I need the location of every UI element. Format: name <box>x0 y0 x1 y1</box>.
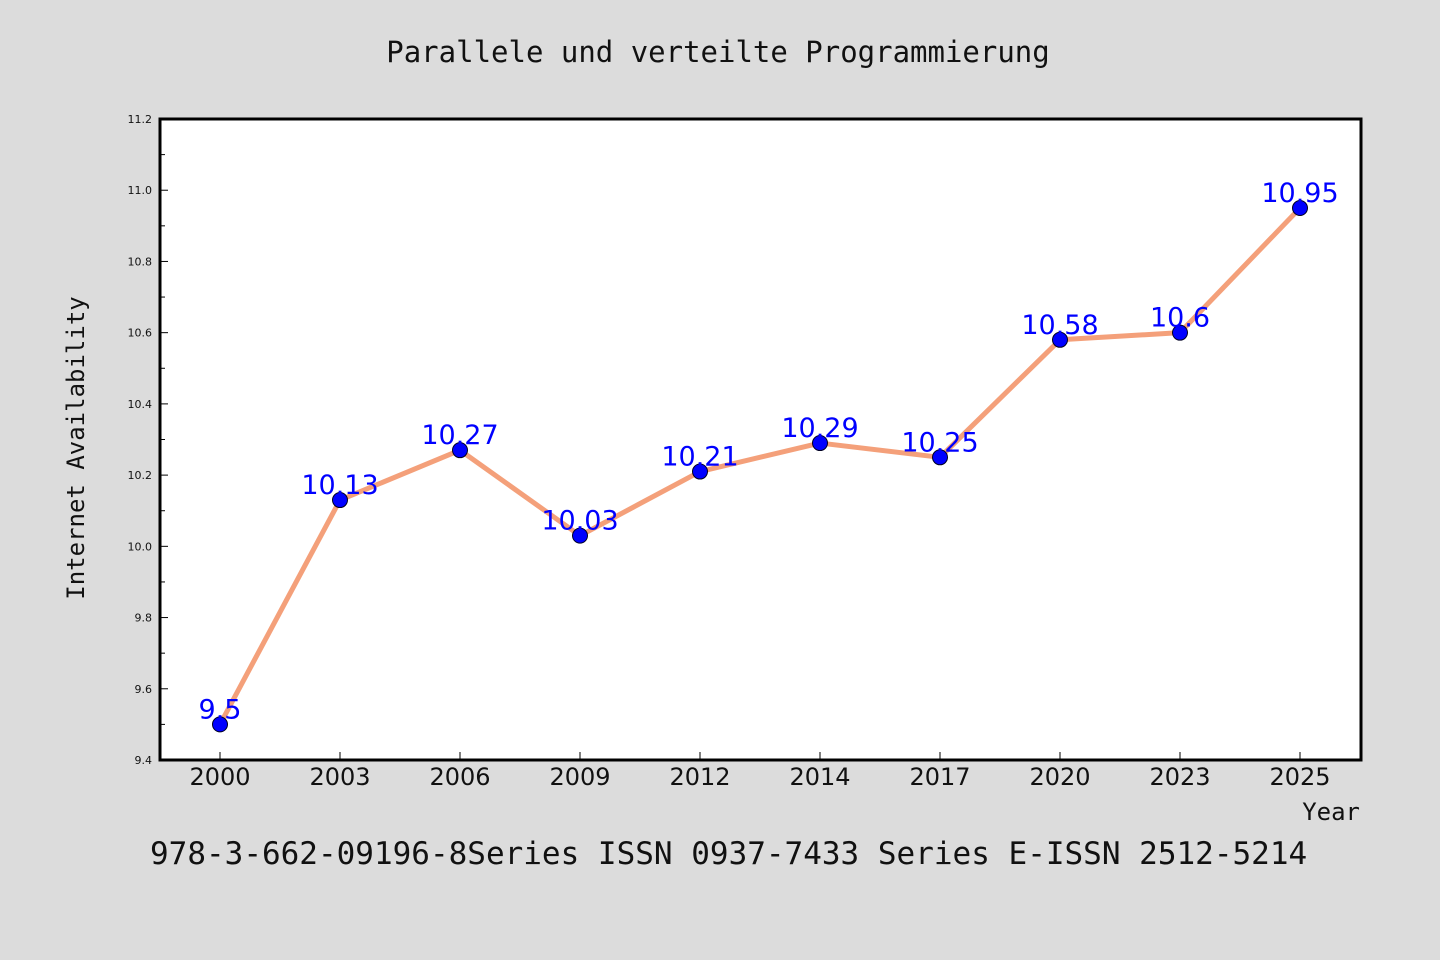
plot-area <box>158 117 1363 762</box>
y-tick-label: 10.4 <box>128 398 153 411</box>
x-tick-label: 2000 <box>189 763 250 791</box>
x-tick-label: 2025 <box>1269 763 1330 791</box>
x-tick-label: 2003 <box>309 763 370 791</box>
data-label: 10.95 <box>1261 178 1338 209</box>
y-axis-label: Internet Availability <box>62 296 90 599</box>
data-point-marker <box>452 442 468 459</box>
data-point-marker <box>1052 331 1068 348</box>
data-point-marker <box>812 435 828 452</box>
y-tick-label: 10.8 <box>128 255 153 268</box>
data-point-marker <box>212 716 228 733</box>
footer-isbn-text: 978-3-662-09196-8Series ISSN 0937-7433 S… <box>150 836 1307 872</box>
data-labels-group: 9.5 10.13 10.27 10.03 10.21 10.29 10.25 10.58 10… <box>199 178 1339 725</box>
x-tick-label: 2012 <box>669 763 730 791</box>
y-tick-label: 10.0 <box>128 540 153 553</box>
series-line <box>217 205 1303 727</box>
x-axis-label: Year <box>1302 798 1360 826</box>
data-label: 10.13 <box>301 470 378 501</box>
series-line-group <box>217 205 1303 727</box>
data-point-marker <box>1292 200 1308 217</box>
data-label: 10.27 <box>421 420 498 451</box>
data-label: 10.21 <box>661 442 738 473</box>
x-tick-label: 2017 <box>909 763 970 791</box>
y-tick-label: 10.2 <box>128 469 153 482</box>
markers-group <box>212 200 1308 733</box>
x-axis: 2000 2003 2006 2009 2012 2014 2017 2020 2023 2025 <box>189 752 1331 791</box>
y-tick-label: 11.0 <box>128 184 153 197</box>
data-point-marker <box>692 463 708 480</box>
x-tick-label: 2023 <box>1149 763 1210 791</box>
y-tick-label: 10.6 <box>128 327 153 340</box>
data-point-marker <box>1172 324 1188 341</box>
x-tick-label: 2009 <box>549 763 610 791</box>
y-tick-label: 9.6 <box>135 683 153 696</box>
x-tick-label: 2006 <box>429 763 490 791</box>
x-tick-label: 2014 <box>789 763 850 791</box>
data-label: 10.6 <box>1150 303 1210 334</box>
y-tick-label: 9.4 <box>135 754 153 767</box>
x-tick-label: 2020 <box>1029 763 1090 791</box>
chart-title: Parallele und verteilte Programmierung <box>386 35 1049 69</box>
y-tick-label: 11.2 <box>128 113 153 126</box>
data-label: 10.58 <box>1021 310 1098 341</box>
y-tick-label: 9.8 <box>135 612 153 625</box>
y-axis: 9.4 9.6 9.8 10.0 10.2 10.4 10.6 10.8 11.0 11.2 <box>128 113 168 767</box>
data-point-marker <box>932 449 948 466</box>
data-label: 10.25 <box>901 427 978 458</box>
data-label: 10.29 <box>781 413 858 444</box>
data-label: 9.5 <box>199 694 242 725</box>
data-label: 10.03 <box>541 506 618 537</box>
data-point-marker <box>572 527 588 544</box>
data-point-marker <box>332 492 348 509</box>
